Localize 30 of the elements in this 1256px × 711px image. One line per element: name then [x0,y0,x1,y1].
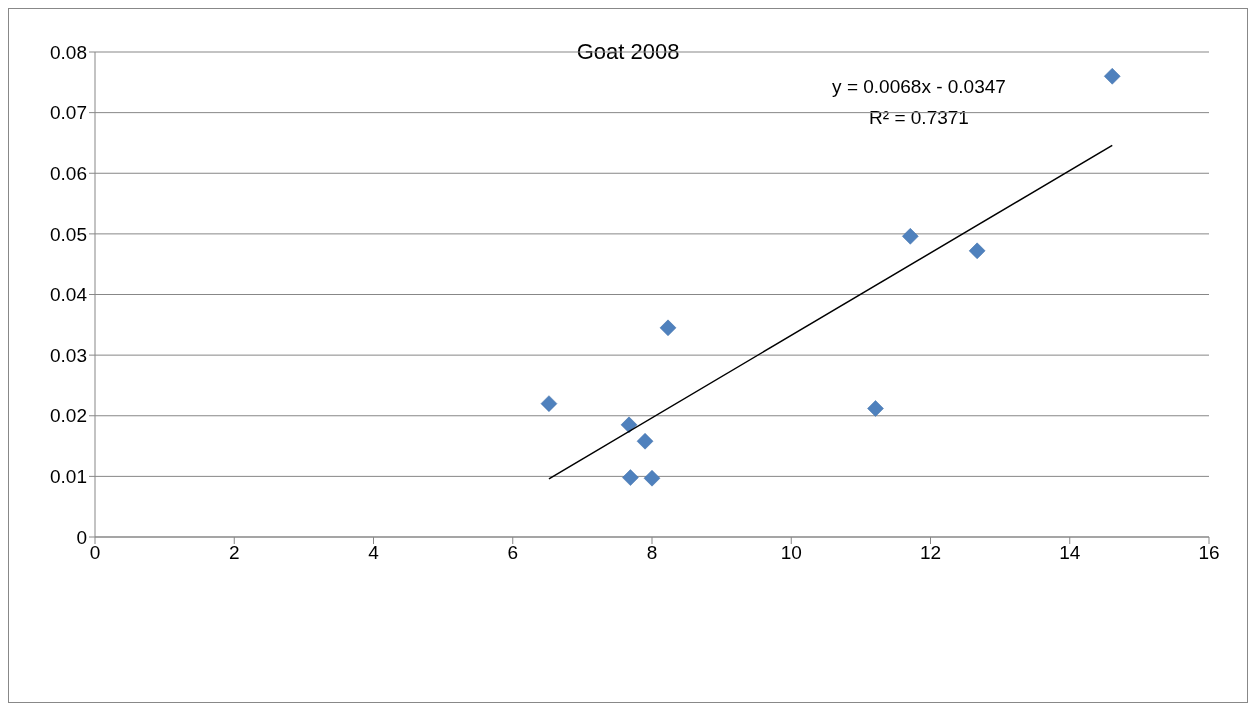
x-tick-label: 2 [228,542,240,564]
y-tick-label: 0 [76,526,87,548]
x-tick-label: 6 [507,542,519,564]
chart-title: Goat 2008 [576,39,680,64]
y-tick-label: 0.04 [50,284,88,306]
y-tick-label: 0.01 [50,466,87,488]
y-tick-label: 0.06 [50,162,87,184]
x-tick-label: 10 [780,542,802,564]
point [622,469,639,486]
x-tick-label: 4 [368,542,380,564]
x-tick-label: 12 [919,542,942,564]
point [902,228,919,245]
point [968,242,986,260]
point [659,319,677,337]
point [643,469,661,487]
point [1103,68,1121,85]
x-tick-label: 8 [646,542,658,564]
point [636,432,654,450]
y-tick-label: 0.08 [50,41,87,63]
y-tick-label: 0.05 [50,223,87,245]
point [540,395,558,412]
point [867,400,884,417]
x-tick-label: 14 [1059,542,1081,564]
y-tick-label: 0.03 [50,344,87,366]
point [620,416,638,434]
x-tick-label: 16 [1198,542,1220,564]
y-tick-label: 0.07 [50,102,87,124]
annotation: y = 0.0068x - 0.0347 [831,75,1007,99]
y-tick-label: 0.02 [50,405,87,427]
annotation: R² = 0.7371 [868,106,970,130]
